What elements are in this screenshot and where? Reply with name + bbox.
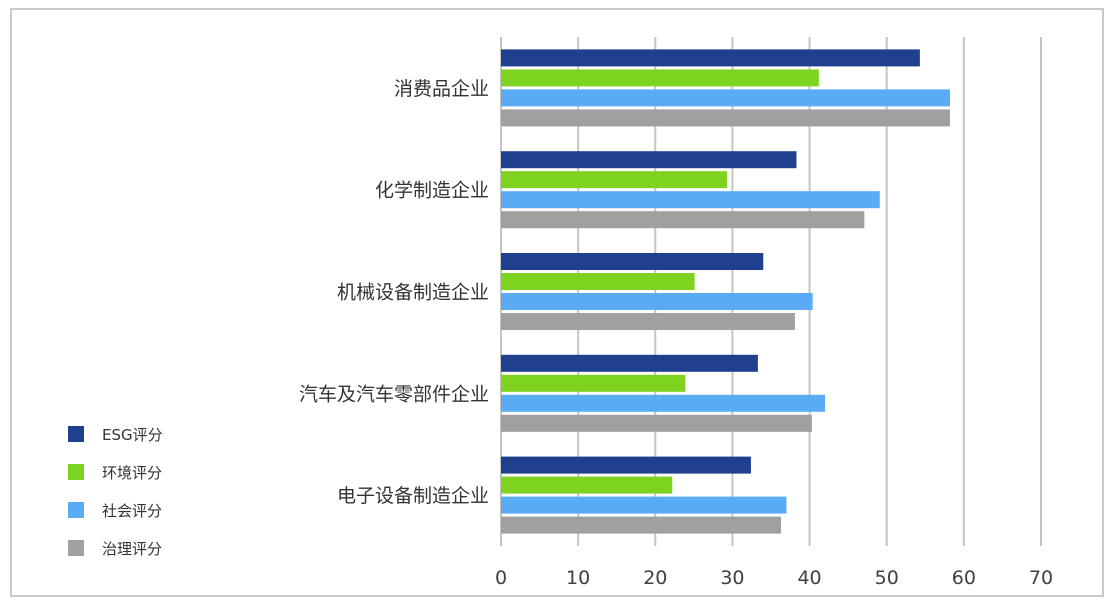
legend-item-esg: ESG评分 xyxy=(68,424,163,444)
bar-2-2 xyxy=(501,293,813,310)
x-tick-label-20: 20 xyxy=(643,567,667,589)
category-label-4: 电子设备制造企业 xyxy=(337,485,489,507)
legend-label-esg: ESG评分 xyxy=(102,425,163,444)
x-tick-label-10: 10 xyxy=(566,567,590,589)
bar-4-0 xyxy=(501,456,751,474)
legend-swatch-esg xyxy=(68,426,84,442)
bar-4-1 xyxy=(501,476,673,494)
x-tick-label-40: 40 xyxy=(797,567,821,589)
bar-4-3 xyxy=(501,516,782,534)
legend-swatch-governance xyxy=(68,540,84,556)
bar-3-1 xyxy=(501,374,686,392)
legend-item-governance: 治理评分 xyxy=(68,538,163,558)
bar-1-1 xyxy=(501,171,728,189)
legend-item-social: 社会评分 xyxy=(68,500,163,520)
bar-3-0 xyxy=(501,354,758,372)
legend-swatch-social xyxy=(68,502,84,518)
bar-0-1 xyxy=(501,69,819,87)
bar-3-3 xyxy=(501,414,812,432)
legend-label-environment: 环境评分 xyxy=(102,463,163,482)
x-tick-label-30: 30 xyxy=(720,567,744,589)
bar-3-2 xyxy=(501,394,825,412)
x-tick-label-60: 60 xyxy=(952,567,976,589)
legend-item-environment: 环境评分 xyxy=(68,462,163,482)
bar-2-3 xyxy=(501,313,795,330)
bar-1-2 xyxy=(501,191,880,209)
x-tick-label-50: 50 xyxy=(875,567,899,589)
category-label-3: 汽车及汽车零部件企业 xyxy=(299,383,489,405)
bar-1-3 xyxy=(501,211,865,229)
bar-1-0 xyxy=(501,151,797,169)
legend-label-social: 社会评分 xyxy=(102,501,163,520)
bar-4-2 xyxy=(501,496,787,514)
bottom-strip xyxy=(0,600,1116,609)
legend-label-governance: 治理评分 xyxy=(102,539,163,558)
category-label-1: 化学制造企业 xyxy=(375,180,489,202)
bar-0-3 xyxy=(501,109,950,127)
legend-swatch-environment xyxy=(68,464,84,480)
bar-0-0 xyxy=(501,49,920,67)
x-axis-ticks: 0 10 20 30 40 50 60 70 xyxy=(495,567,1053,589)
category-label-2: 机械设备制造企业 xyxy=(337,282,489,304)
bar-2-1 xyxy=(501,273,695,290)
legend: ESG评分 环境评分 社会评分 治理评分 xyxy=(68,424,163,558)
bars xyxy=(501,49,950,534)
bar-0-2 xyxy=(501,89,950,107)
category-label-0: 消费品企业 xyxy=(394,78,489,100)
x-tick-label-0: 0 xyxy=(495,567,507,589)
bar-2-0 xyxy=(501,253,764,270)
x-tick-label-70: 70 xyxy=(1029,567,1053,589)
